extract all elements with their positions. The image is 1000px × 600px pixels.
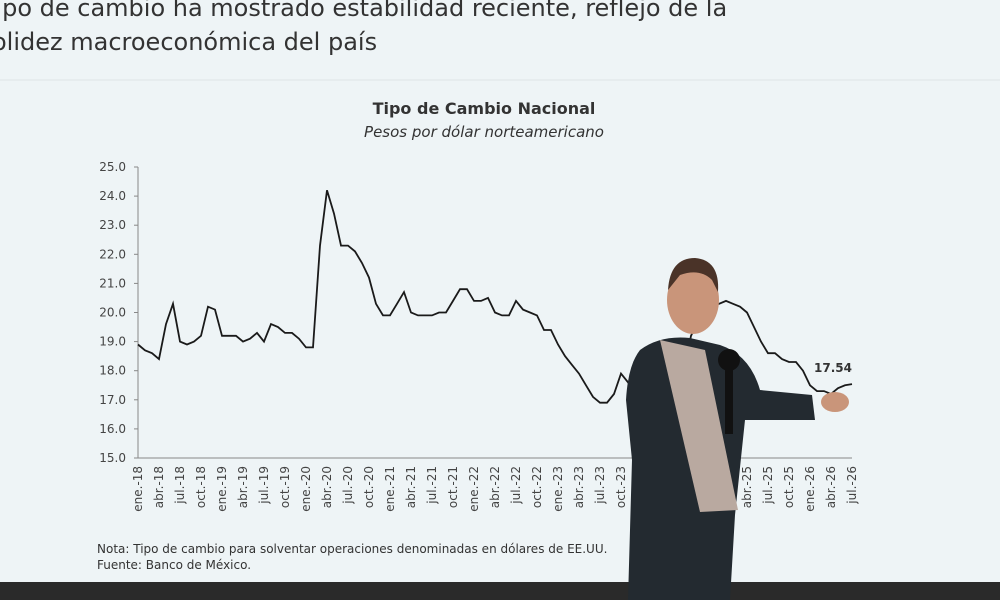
data-label: 17.54 [814,361,852,375]
x-tick-label: jul.-19 [257,466,271,505]
x-tick-label: ene.-26 [803,466,817,512]
y-tick-label: 25.0 [99,160,126,174]
x-tick-label: ene.-22 [467,466,481,512]
y-tick-label: 23.0 [99,218,126,232]
x-tick-label: jul.-26 [845,466,859,505]
y-tick-label: 24.0 [99,189,126,203]
x-tick-label: oct.-18 [194,466,208,508]
x-tick-label: abr.-20 [320,466,334,508]
x-tick-label: abr.-18 [152,466,166,508]
y-tick-label: 22.0 [99,247,126,261]
note: Fuente: Banco de México. [97,558,251,572]
x-tick-label: abr.-26 [824,466,838,508]
x-tick-label: ene.-18 [131,466,145,512]
y-tick-label: 20.0 [99,306,126,320]
y-tick-label: 15.0 [99,451,126,465]
speaker-head [667,266,719,334]
x-tick-label: oct.-21 [446,466,460,508]
x-tick-label: oct.-20 [362,466,376,508]
x-tick-label: abr.-23 [572,466,586,508]
x-tick-label: oct.-25 [782,466,796,508]
x-tick-label: ene.-19 [215,466,229,512]
note: Nota: Tipo de cambio para solventar oper… [97,542,607,556]
speaker [626,258,849,600]
x-tick-label: ene.-21 [383,466,397,512]
screen [0,0,1000,582]
y-tick-label: 16.0 [99,422,126,436]
screen-edge [0,582,1000,600]
x-tick-label: jul.-20 [341,466,355,505]
x-tick-label: abr.-25 [740,466,754,508]
speaker-scarf [660,340,738,512]
y-tick-label: 21.0 [99,276,126,290]
x-tick-label: ene.-23 [551,466,565,512]
x-tick-label: oct.-23 [614,466,628,508]
speaker-hand [821,392,849,412]
line [137,190,853,407]
x-tick-label: abr.-21 [404,466,418,508]
x-tick-label: abr.-19 [236,466,250,508]
x-tick-label: ene.-20 [299,466,313,512]
y-tick-label: 18.0 [99,364,126,378]
heading: tipo de cambio ha mostrado estabilidad r… [0,0,727,22]
speaker-hair [668,258,719,292]
x-tick-label: jul.-25 [761,466,775,505]
chart-subtitle: Pesos por dólar norteamericano [364,123,604,141]
x-tick-label: jul.-18 [173,466,187,505]
x-tick-label: jul.-23 [593,466,607,505]
microphone-stick [725,368,733,434]
chart-title: Tipo de Cambio Nacional [373,99,596,118]
microphone [718,349,740,371]
y-tick-label: 17.0 [99,393,126,407]
y-tick-label: 19.0 [99,335,126,349]
x-tick-label: abr.-22 [488,466,502,508]
x-tick-label: jul.-22 [509,466,523,505]
x-tick-label: oct.-22 [530,466,544,508]
heading: olidez macroeconómica del país [0,28,377,56]
x-tick-label: jul.-21 [425,466,439,505]
x-tick-label: oct.-19 [278,466,292,508]
